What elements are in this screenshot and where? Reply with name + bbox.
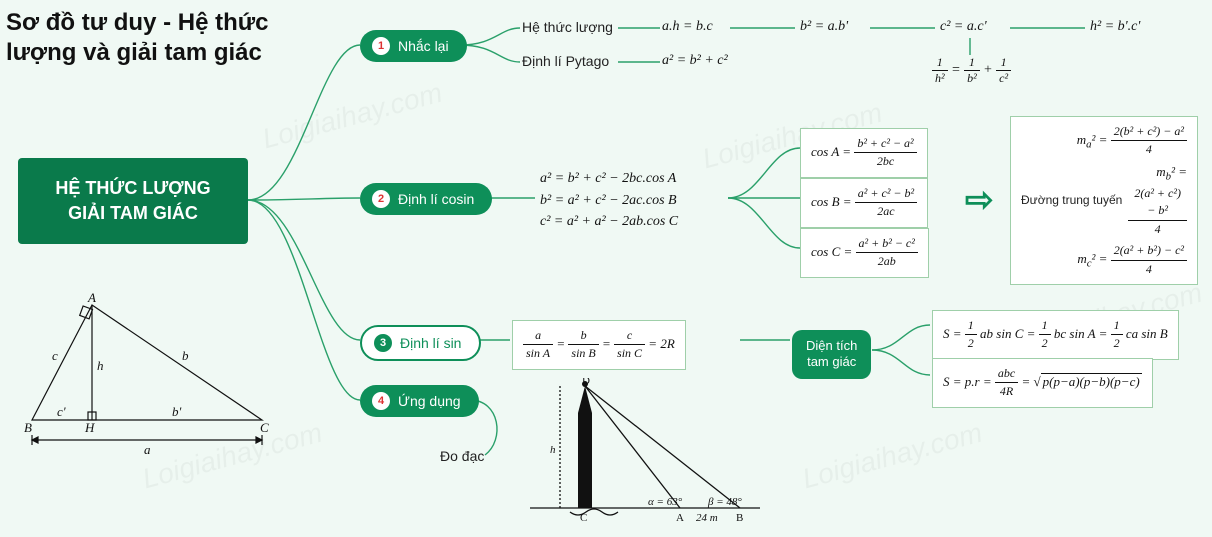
median-note: Đường trung tuyến [1021, 193, 1122, 207]
branch-sin: 3 Định lí sin [360, 325, 481, 361]
formula-cos-block: a² = b² + c² − 2bc.cos A b² = a² + c² − … [540, 168, 678, 233]
svg-text:c: c [52, 348, 58, 363]
formula-h2-bc: h² = b'.c' [1090, 19, 1140, 35]
branch-label: Ứng dụng [398, 393, 461, 409]
box-area-1: S = 12 ab sin C = 12 bc sin A = 12 ca si… [932, 310, 1179, 360]
branch-label: Nhắc lại [398, 38, 449, 54]
branch-label: Định lí sin [400, 335, 461, 351]
sub-do-dac: Đo đạc [440, 448, 484, 464]
branch-ungdung: 4 Ứng dụng [360, 385, 479, 417]
branch-nhac-lai: 1 Nhắc lại [360, 30, 467, 62]
svg-text:24 m: 24 m [696, 512, 718, 524]
svg-text:B: B [24, 420, 32, 435]
root-node: HỆ THỨC LƯỢNG GIẢI TAM GIÁC [18, 158, 248, 244]
badge-2: 2 [372, 190, 390, 208]
watermark: Loigiaihay.com [799, 417, 986, 496]
svg-text:A: A [676, 512, 684, 524]
sub-he-thuc-luong: Hệ thức lượng [522, 19, 613, 35]
arrow-icon: ⇨ [965, 180, 994, 220]
tower-diagram: D h C α = 63° β = 48° A 24 m B [530, 378, 760, 533]
formula-c2-ac: c² = a.c' [940, 19, 987, 35]
branch-cosin: 2 Định lí cosin [360, 183, 492, 215]
watermark: Loigiaihay.com [259, 77, 446, 156]
svg-text:A: A [87, 290, 96, 305]
leaf-area: Diện tích tam giác [792, 330, 871, 379]
svg-text:β = 48°: β = 48° [707, 496, 742, 508]
svg-text:b': b' [172, 404, 182, 419]
formula-1h2: 1h² = 1b² + 1c² [932, 55, 1011, 86]
formula-ah-bc: a.h = b.c [662, 19, 713, 35]
box-sin-law: asin A = bsin B = csin C = 2R [512, 320, 686, 370]
badge-1: 1 [372, 37, 390, 55]
svg-text:C: C [580, 512, 587, 524]
svg-text:B: B [736, 512, 743, 524]
box-cosA: cos A = b² + c² − a²2bc [800, 128, 928, 178]
badge-3: 3 [374, 334, 392, 352]
sin-2R: = 2R [648, 336, 674, 351]
svg-text:h: h [97, 358, 104, 373]
triangle-diagram: A B C H c b h c' b' a [22, 290, 272, 460]
svg-text:a: a [144, 442, 151, 457]
badge-4: 4 [372, 392, 390, 410]
svg-text:b: b [182, 348, 189, 363]
box-area-2: S = p.r = abc4R = √p(p−a)(p−b)(p−c) [932, 358, 1153, 408]
svg-text:α = 63°: α = 63° [648, 496, 683, 508]
svg-text:c': c' [57, 404, 66, 419]
box-medians: ma² = 2(b² + c²) − a²4 Đường trung tuyến… [1010, 116, 1198, 285]
box-cosB: cos B = a² + c² − b²2ac [800, 178, 928, 228]
formula-pytago: a² = b² + c² [662, 53, 728, 69]
page-title: Sơ đồ tư duy - Hệ thức lượng và giải tam… [6, 8, 326, 68]
svg-text:H: H [84, 420, 95, 435]
svg-text:D: D [582, 378, 590, 387]
branch-label: Định lí cosin [398, 191, 474, 207]
svg-text:h: h [550, 444, 556, 456]
box-cosC: cos C = a² + b² − c²2ab [800, 228, 929, 278]
svg-text:C: C [260, 420, 269, 435]
sub-pytago: Định lí Pytago [522, 53, 609, 69]
formula-b2-ab: b² = a.b' [800, 19, 848, 35]
